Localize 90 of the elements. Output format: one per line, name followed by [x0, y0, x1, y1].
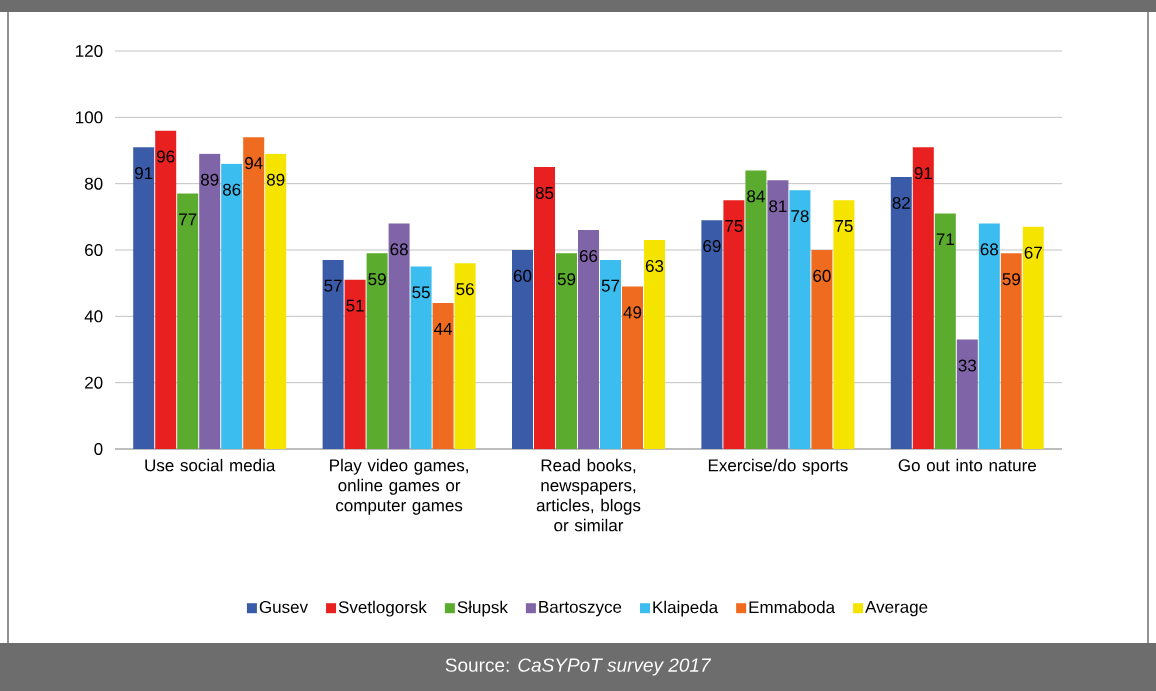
bar	[956, 339, 978, 449]
data-label: 81	[769, 200, 787, 213]
legend-label: Bartoszyce	[539, 601, 622, 617]
data-label: 59	[1002, 273, 1020, 286]
bar	[388, 223, 410, 449]
bar	[155, 130, 177, 449]
bar	[322, 259, 344, 449]
y-tick-label: 120	[76, 44, 103, 58]
bar	[1022, 226, 1044, 449]
bar	[1000, 253, 1022, 449]
bar	[534, 167, 556, 449]
legend-label: Svetlogorsk	[338, 600, 427, 617]
bar	[644, 240, 666, 449]
data-label: 82	[892, 196, 910, 209]
bar	[199, 153, 221, 449]
legend-label: Gusev	[259, 600, 308, 614]
bar	[366, 253, 388, 449]
bar	[934, 213, 956, 449]
data-label: 59	[557, 273, 576, 286]
data-label: 67	[1024, 246, 1042, 259]
data-label: 91	[135, 167, 153, 180]
bar	[512, 250, 534, 449]
data-label: 56	[456, 283, 474, 296]
bar	[454, 263, 476, 449]
data-label: 57	[324, 279, 342, 292]
bar	[344, 279, 366, 449]
data-label: 60	[513, 269, 532, 282]
x-tick-label: Read books, newspapers, articles, blogs or similar	[536, 458, 641, 532]
data-label: 86	[222, 183, 241, 196]
bar	[833, 200, 855, 449]
x-tick-label: Exercise/do sports	[708, 458, 848, 475]
data-label: 77	[179, 213, 197, 226]
data-label: 91	[914, 167, 932, 180]
bar	[578, 230, 600, 449]
data-label: 75	[835, 220, 853, 232]
source-note: Source: CaSYPoT survey 2017	[445, 658, 712, 676]
bar	[978, 223, 1000, 449]
legend-label: Average	[865, 601, 928, 617]
data-label: 44	[434, 322, 453, 335]
data-label: 68	[980, 243, 999, 256]
bar	[622, 286, 644, 449]
data-label: 75	[725, 220, 743, 232]
legend-label: Słupsk	[457, 600, 508, 617]
data-label: 68	[390, 243, 408, 256]
data-label: 55	[412, 286, 430, 299]
y-tick-label: 0	[94, 442, 103, 456]
bar	[811, 250, 833, 449]
data-label: 69	[703, 240, 721, 253]
data-label: 60	[813, 269, 831, 282]
bar	[767, 180, 789, 449]
data-label: 59	[368, 273, 386, 286]
bar	[243, 137, 265, 449]
bar	[133, 147, 155, 449]
data-label: 66	[579, 249, 598, 263]
bar	[723, 200, 745, 449]
data-label: 57	[601, 279, 620, 292]
data-label: 94	[245, 157, 263, 170]
bar	[745, 170, 767, 449]
data-label: 49	[623, 306, 642, 319]
legend-label: Klaipeda	[653, 600, 719, 617]
y-tick-label: 80	[84, 177, 103, 190]
bar	[410, 266, 432, 449]
bar	[177, 193, 199, 449]
bar	[701, 220, 723, 449]
bar	[912, 147, 934, 449]
x-tick-label: Use social media	[145, 458, 276, 472]
bar	[789, 190, 811, 449]
data-label: 85	[535, 186, 554, 199]
bar	[556, 253, 578, 449]
y-tick-label: 60	[85, 243, 103, 257]
y-tick-label: 100	[76, 111, 103, 124]
data-label: 33	[958, 359, 977, 372]
y-tick-label: 40	[84, 310, 103, 323]
data-label: 78	[791, 210, 809, 223]
data-label: 84	[747, 190, 765, 203]
x-tick-label: Go out into nature	[898, 458, 1036, 472]
data-label: 51	[346, 299, 364, 312]
x-tick-label: Play video games, online games or computer games	[330, 458, 468, 515]
bar	[265, 153, 287, 449]
data-label: 71	[936, 233, 954, 246]
bar	[432, 303, 454, 449]
data-label: 89	[266, 173, 285, 186]
bar	[221, 163, 243, 449]
data-label: 96	[157, 150, 175, 163]
bar	[890, 177, 912, 449]
bar	[600, 259, 622, 449]
legend-label: Emmaboda	[749, 600, 836, 614]
data-label: 89	[200, 173, 219, 186]
y-tick-label: 20	[85, 376, 103, 389]
data-label: 63	[645, 259, 664, 272]
